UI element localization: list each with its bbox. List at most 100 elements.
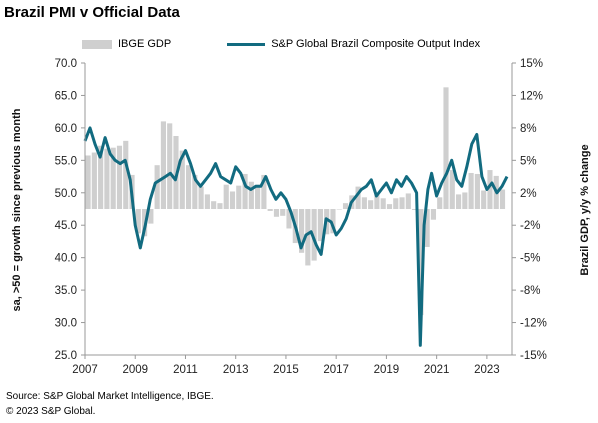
legend-swatch-pmi <box>227 42 266 46</box>
gdp-bar <box>98 145 104 209</box>
gdp-bar <box>116 145 123 209</box>
y-left-tick-label: 30.0 <box>55 318 77 330</box>
y-left-tick-label: 35.0 <box>55 285 77 297</box>
y-right-tick-label: 8% <box>520 123 537 135</box>
gdp-bar <box>355 186 361 209</box>
y-left-tick-label: 45.0 <box>55 220 77 232</box>
gdp-bar <box>361 197 367 209</box>
gdp-bar <box>267 209 273 211</box>
source-line: Source: S&P Global Market Intelligence, … <box>6 391 214 402</box>
y-left-tick-label: 40.0 <box>55 253 77 265</box>
gdp-bar <box>374 194 380 209</box>
gdp-bar <box>380 198 386 209</box>
x-tick-label: 2023 <box>474 364 500 376</box>
x-tick-label: 2007 <box>72 364 98 376</box>
legend-label-pmi: S&P Global Brazil Composite Output Index <box>271 38 481 50</box>
gdp-bar <box>217 203 223 209</box>
gdp-bar <box>336 209 342 210</box>
gdp-bar <box>299 209 305 253</box>
y-left-tick-label: 65.0 <box>55 90 77 102</box>
gdp-bar <box>330 209 336 234</box>
chart-title: Brazil PMI v Official Data <box>4 4 180 21</box>
gdp-bar <box>198 186 204 209</box>
gdp-bar <box>412 209 418 210</box>
gdp-bar <box>430 209 437 220</box>
y-right-tick-label: 15% <box>520 58 543 70</box>
gdp-bar <box>211 201 217 209</box>
gdp-bar <box>455 194 462 209</box>
copyright-line: © 2023 S&P Global. <box>6 406 96 417</box>
gdp-bar <box>104 148 110 209</box>
gdp-bar <box>85 155 91 209</box>
gdp-bar <box>386 204 393 209</box>
y-axis-right-title: Brazil GDP, y/y % change <box>579 144 591 275</box>
x-tick-label: 2017 <box>323 364 349 376</box>
gdp-bar <box>185 165 192 209</box>
gdp-bar <box>167 123 173 209</box>
y-left-tick-label: 55.0 <box>55 155 77 167</box>
source-note: Source: S&P Global Market Intelligence, … <box>6 389 214 419</box>
gdp-bar <box>418 209 424 316</box>
gdp-bar <box>160 121 167 209</box>
gdp-bar <box>261 174 267 209</box>
y-right-tick-label: -12% <box>520 318 547 330</box>
x-tick-label: 2015 <box>273 364 299 376</box>
gdp-bar <box>393 198 399 209</box>
gdp-bar <box>462 192 468 209</box>
x-tick-label: 2019 <box>374 364 400 376</box>
gdp-bar <box>311 209 317 261</box>
y-left-tick-label: 70.0 <box>55 58 77 70</box>
gdp-bar <box>179 150 185 209</box>
legend-label-gdp: IBGE GDP <box>118 38 172 50</box>
y-axis-left-title: sa, >50 = growth since previous month <box>11 108 23 311</box>
y-left-tick-label: 25.0 <box>55 350 77 362</box>
x-tick-label: 2011 <box>173 364 198 376</box>
x-tick-label: 2013 <box>223 364 249 376</box>
x-tick-label: 2021 <box>424 364 450 376</box>
gdp-bar <box>424 209 430 247</box>
gdp-bar <box>236 185 242 209</box>
y-right-tick-label: 2% <box>520 188 537 200</box>
gdp-bars <box>85 87 506 316</box>
gdp-bar <box>449 170 455 209</box>
gdp-bar <box>223 184 229 209</box>
gdp-bar <box>342 203 349 209</box>
gdp-bar <box>229 191 236 209</box>
y-right-tick-label: -5% <box>520 253 540 265</box>
gdp-bar <box>110 147 116 209</box>
gdp-bar <box>399 197 405 209</box>
axes: 70.0 65.0 60.0 55.0 50.0 45.0 40.0 35.0 30.0 25.0… <box>55 58 547 376</box>
y-left-tick-label: 50.0 <box>55 188 77 200</box>
gdp-bar <box>305 209 311 266</box>
gdp-bar <box>91 152 97 209</box>
x-tick-label: 2009 <box>122 364 148 376</box>
gdp-bar <box>280 209 286 216</box>
legend-swatch-gdp <box>82 39 112 49</box>
gdp-bar <box>242 173 248 209</box>
gdp-bar <box>437 197 443 209</box>
gdp-bar <box>443 87 449 209</box>
gdp-bar <box>135 209 141 234</box>
gdp-bar <box>499 189 506 209</box>
y-right-tick-label: -8% <box>520 285 540 297</box>
gdp-bar <box>192 174 198 209</box>
gdp-bar <box>474 173 480 209</box>
gdp-bar <box>204 194 210 209</box>
gdp-bar <box>368 200 374 209</box>
legend: IBGE GDP S&P Global Brazil Composite Out… <box>82 36 480 52</box>
gdp-bar <box>405 193 411 209</box>
gdp-bar <box>255 184 261 209</box>
y-right-tick-label: 12% <box>520 90 543 102</box>
y-right-tick-label: 5% <box>520 155 537 167</box>
gdp-bar <box>468 172 474 209</box>
gdp-bar <box>248 181 254 209</box>
gdp-bar <box>148 209 154 224</box>
chart-canvas: 70.0 65.0 60.0 55.0 50.0 45.0 40.0 35.0 30.0 25.0… <box>11 58 591 376</box>
gdp-bar <box>123 140 129 209</box>
gdp-bar <box>487 170 493 209</box>
y-right-tick-label: -15% <box>520 350 547 362</box>
y-right-tick-label: -2% <box>520 220 540 232</box>
pmi-line <box>83 126 509 347</box>
y-left-tick-label: 60.0 <box>55 123 77 135</box>
gdp-bar <box>273 209 280 217</box>
